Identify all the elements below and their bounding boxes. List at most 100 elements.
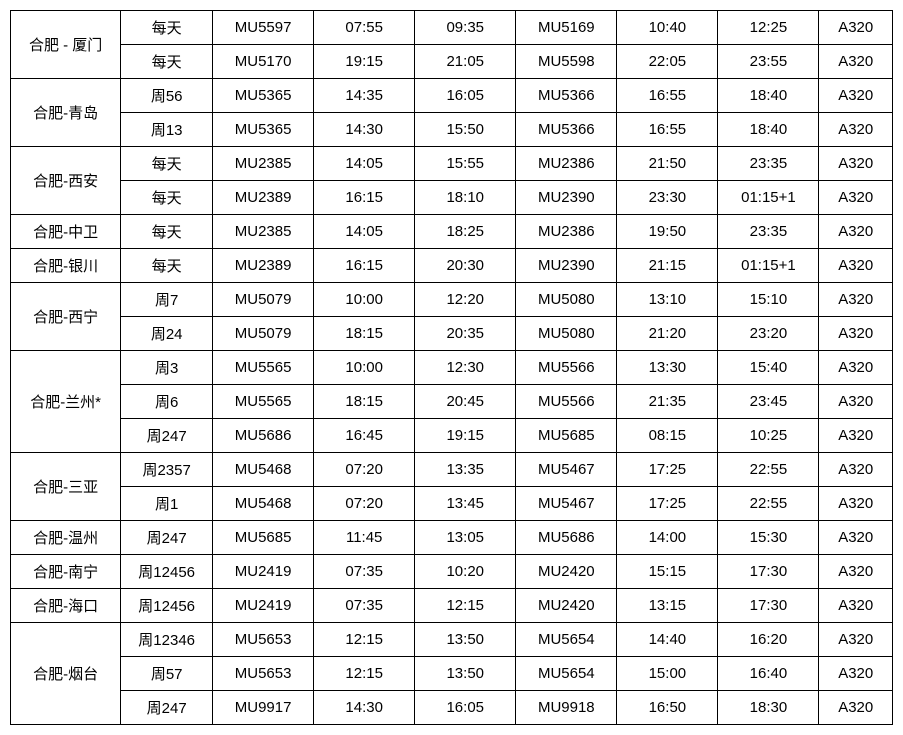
return-dep-cell: 13:30 (617, 351, 718, 385)
outbound-arr-cell: 10:20 (415, 555, 516, 589)
outbound-flight-cell: MU5170 (213, 45, 314, 79)
outbound-flight-cell: MU2419 (213, 555, 314, 589)
return-arr-cell: 18:30 (718, 691, 819, 725)
return-arr-cell: 17:30 (718, 555, 819, 589)
table-row: 合肥-海口周12456MU241907:3512:15MU242013:1517… (11, 589, 893, 623)
outbound-flight-cell: MU5079 (213, 317, 314, 351)
aircraft-cell: A320 (819, 249, 893, 283)
route-cell: 合肥-烟台 (11, 623, 121, 725)
table-row: 每天MU517019:1521:05MU559822:0523:55A320 (11, 45, 893, 79)
return-arr-cell: 18:40 (718, 113, 819, 147)
table-row: 合肥-中卫每天MU238514:0518:25MU238619:5023:35A… (11, 215, 893, 249)
frequency-cell: 周57 (121, 657, 213, 691)
outbound-flight-cell: MU5686 (213, 419, 314, 453)
outbound-arr-cell: 12:20 (415, 283, 516, 317)
return-flight-cell: MU5566 (516, 385, 617, 419)
table-row: 合肥-三亚周2357MU546807:2013:35MU546717:2522:… (11, 453, 893, 487)
outbound-dep-cell: 18:15 (314, 385, 415, 419)
return-arr-cell: 23:35 (718, 215, 819, 249)
frequency-cell: 每天 (121, 45, 213, 79)
return-flight-cell: MU2390 (516, 181, 617, 215)
route-cell: 合肥-西安 (11, 147, 121, 215)
route-cell: 合肥-青岛 (11, 79, 121, 147)
frequency-cell: 周7 (121, 283, 213, 317)
outbound-flight-cell: MU5565 (213, 385, 314, 419)
outbound-flight-cell: MU5468 (213, 453, 314, 487)
outbound-dep-cell: 12:15 (314, 623, 415, 657)
outbound-arr-cell: 18:25 (415, 215, 516, 249)
frequency-cell: 周13 (121, 113, 213, 147)
outbound-dep-cell: 07:20 (314, 487, 415, 521)
return-dep-cell: 22:05 (617, 45, 718, 79)
table-row: 每天MU238916:1518:10MU239023:3001:15+1A320 (11, 181, 893, 215)
outbound-arr-cell: 20:30 (415, 249, 516, 283)
frequency-cell: 周6 (121, 385, 213, 419)
aircraft-cell: A320 (819, 351, 893, 385)
frequency-cell: 每天 (121, 181, 213, 215)
return-flight-cell: MU5598 (516, 45, 617, 79)
outbound-dep-cell: 07:55 (314, 11, 415, 45)
return-flight-cell: MU5467 (516, 487, 617, 521)
outbound-flight-cell: MU5685 (213, 521, 314, 555)
outbound-flight-cell: MU5365 (213, 79, 314, 113)
frequency-cell: 每天 (121, 147, 213, 181)
table-row: 周24MU507918:1520:35MU508021:2023:20A320 (11, 317, 893, 351)
return-arr-cell: 23:20 (718, 317, 819, 351)
return-arr-cell: 22:55 (718, 453, 819, 487)
schedule-body: 合肥 - 厦门每天MU559707:5509:35MU516910:4012:2… (11, 11, 893, 725)
frequency-cell: 周12456 (121, 589, 213, 623)
return-flight-cell: MU5080 (516, 317, 617, 351)
aircraft-cell: A320 (819, 45, 893, 79)
return-flight-cell: MU2420 (516, 555, 617, 589)
return-flight-cell: MU5366 (516, 113, 617, 147)
outbound-arr-cell: 15:55 (415, 147, 516, 181)
frequency-cell: 周2357 (121, 453, 213, 487)
outbound-dep-cell: 11:45 (314, 521, 415, 555)
return-arr-cell: 18:40 (718, 79, 819, 113)
outbound-flight-cell: MU5597 (213, 11, 314, 45)
return-dep-cell: 13:15 (617, 589, 718, 623)
outbound-flight-cell: MU5468 (213, 487, 314, 521)
aircraft-cell: A320 (819, 521, 893, 555)
outbound-arr-cell: 09:35 (415, 11, 516, 45)
table-row: 周247MU568616:4519:15MU568508:1510:25A320 (11, 419, 893, 453)
outbound-arr-cell: 13:35 (415, 453, 516, 487)
route-cell: 合肥-温州 (11, 521, 121, 555)
return-dep-cell: 15:15 (617, 555, 718, 589)
return-arr-cell: 16:20 (718, 623, 819, 657)
outbound-flight-cell: MU5565 (213, 351, 314, 385)
return-arr-cell: 16:40 (718, 657, 819, 691)
outbound-dep-cell: 10:00 (314, 283, 415, 317)
route-cell: 合肥 - 厦门 (11, 11, 121, 79)
outbound-arr-cell: 13:50 (415, 657, 516, 691)
return-flight-cell: MU2390 (516, 249, 617, 283)
table-row: 周13MU536514:3015:50MU536616:5518:40A320 (11, 113, 893, 147)
route-cell: 合肥-兰州* (11, 351, 121, 453)
return-dep-cell: 21:20 (617, 317, 718, 351)
outbound-arr-cell: 15:50 (415, 113, 516, 147)
frequency-cell: 周1 (121, 487, 213, 521)
table-row: 合肥-青岛周56MU536514:3516:05MU536616:5518:40… (11, 79, 893, 113)
outbound-flight-cell: MU5365 (213, 113, 314, 147)
return-flight-cell: MU9918 (516, 691, 617, 725)
return-arr-cell: 12:25 (718, 11, 819, 45)
frequency-cell: 每天 (121, 249, 213, 283)
outbound-dep-cell: 07:35 (314, 555, 415, 589)
aircraft-cell: A320 (819, 555, 893, 589)
return-flight-cell: MU5366 (516, 79, 617, 113)
outbound-flight-cell: MU5653 (213, 657, 314, 691)
return-arr-cell: 01:15+1 (718, 181, 819, 215)
table-row: 合肥 - 厦门每天MU559707:5509:35MU516910:4012:2… (11, 11, 893, 45)
aircraft-cell: A320 (819, 385, 893, 419)
aircraft-cell: A320 (819, 113, 893, 147)
return-flight-cell: MU5467 (516, 453, 617, 487)
outbound-flight-cell: MU5079 (213, 283, 314, 317)
outbound-arr-cell: 20:45 (415, 385, 516, 419)
aircraft-cell: A320 (819, 79, 893, 113)
return-flight-cell: MU5566 (516, 351, 617, 385)
return-flight-cell: MU5169 (516, 11, 617, 45)
outbound-dep-cell: 14:30 (314, 113, 415, 147)
outbound-dep-cell: 10:00 (314, 351, 415, 385)
return-flight-cell: MU2386 (516, 147, 617, 181)
return-dep-cell: 13:10 (617, 283, 718, 317)
